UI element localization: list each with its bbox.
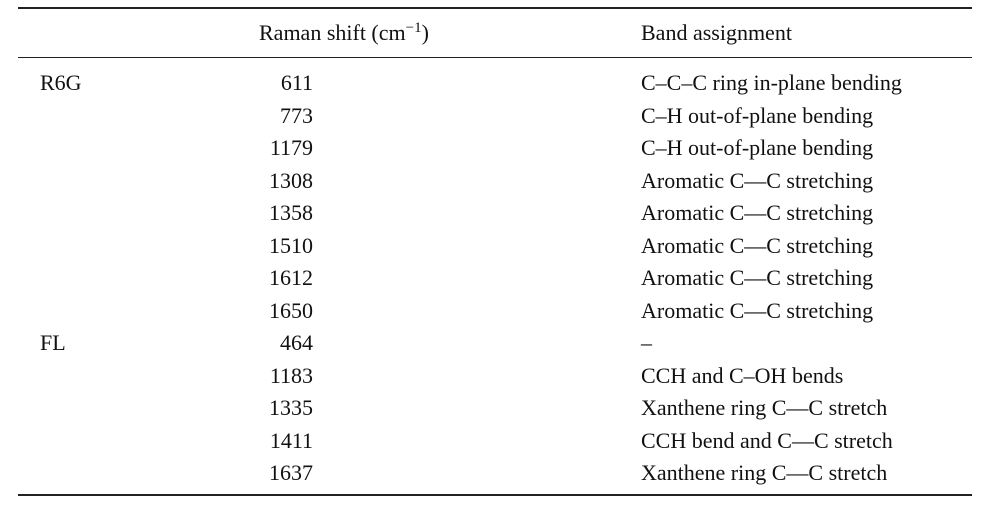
band-assignment: CCH bend and C—C stretch [641, 427, 893, 453]
band-assignment: Aromatic C—C stretching [641, 232, 874, 258]
bottom-rule [18, 494, 972, 496]
band-assignment: C–H out-of-plane bending [641, 102, 874, 128]
raman-shift: 1358 [269, 200, 313, 225]
band-assignment: CCH and C–OH bends [641, 362, 844, 388]
band-assignment: Aromatic C—C stretching [641, 265, 874, 290]
group-name: R6G [40, 70, 82, 95]
raman-shift: 1510 [269, 232, 313, 258]
raman-shift: 1612 [269, 265, 313, 290]
band-assignment: Xanthene ring C—C stretch [641, 395, 888, 420]
band-assignment: Aromatic C—C stretching [641, 167, 874, 193]
raman-shift: 1308 [269, 167, 313, 193]
band-assignment: C–C–C ring in-plane bending [641, 70, 902, 95]
raman-shift: 1179 [269, 135, 313, 160]
raman-shift: 1335 [269, 395, 313, 420]
band-assignment: Xanthene ring C—C stretch [641, 460, 888, 485]
header-text: Raman shift (cm [259, 20, 406, 45]
group-name: FL [40, 330, 66, 355]
raman-shift: 1650 [269, 297, 313, 323]
raman-shift: 611 [280, 70, 313, 95]
raman-shift: 773 [280, 102, 313, 128]
header-text: ) [421, 20, 429, 45]
raman-shift: 1411 [269, 427, 313, 453]
band-assignment: C–H out-of-plane bending [641, 135, 874, 160]
raman-shift: 464 [280, 330, 313, 355]
raman-shift: 1183 [269, 362, 313, 388]
header-superscript: −1 [405, 20, 422, 36]
raman-shift: 1637 [269, 460, 313, 485]
header-band-assignment: Band assignment [641, 20, 792, 45]
header-raman-shift: Raman shift (cm−1) [259, 20, 429, 46]
band-assignment: Aromatic C—C stretching [641, 200, 874, 225]
header-rule [18, 57, 972, 58]
band-assignment: – [641, 330, 652, 355]
top-rule [18, 7, 972, 9]
band-assignment: Aromatic C—C stretching [641, 297, 874, 323]
